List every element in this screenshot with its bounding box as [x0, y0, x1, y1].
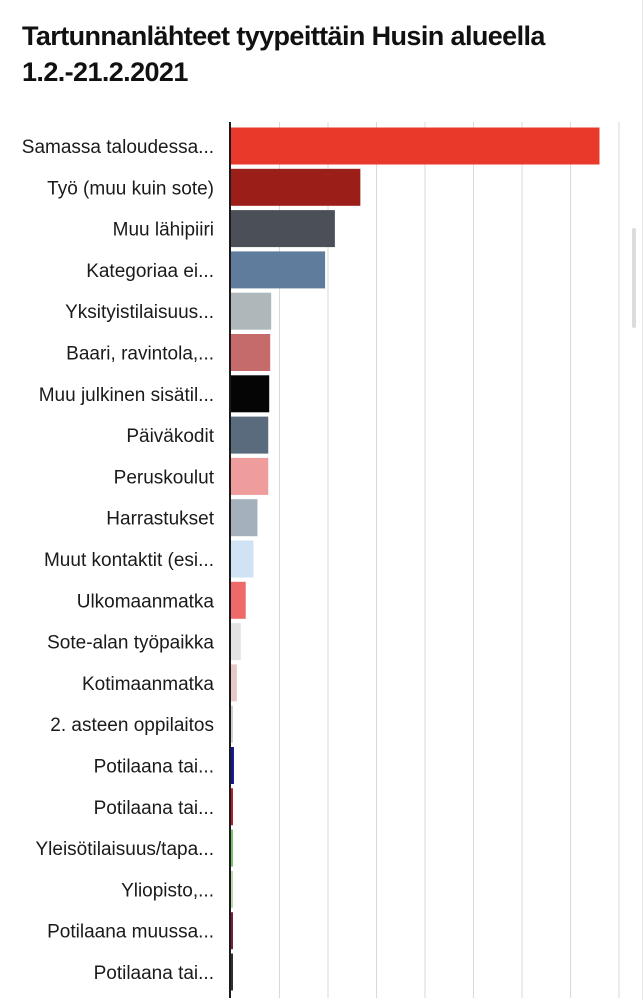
bar: [231, 251, 326, 289]
bar: [231, 912, 233, 950]
category-label: Päiväkodit: [126, 426, 214, 447]
category-label: Muut kontaktit (esi...: [44, 550, 214, 571]
bar: [231, 747, 234, 784]
category-label: Sote-alan työpaikka: [47, 633, 214, 654]
bar: [231, 705, 233, 743]
category-label: Kotimaanmatka: [82, 674, 214, 695]
bar: [231, 953, 233, 991]
bar: [231, 581, 246, 619]
chart-title: Tartunnanlähteet tyypeittäin Husin aluee…: [22, 21, 545, 87]
category-label: Potilaana tai...: [94, 963, 214, 984]
bar: [231, 334, 271, 371]
scrollbar[interactable]: [632, 228, 636, 328]
category-label: Potilaana muussa...: [47, 922, 214, 943]
category-label: Ulkomaanmatka: [77, 591, 215, 612]
category-label: Yksityistilaisuus...: [65, 302, 214, 323]
category-label: Potilaana tai...: [94, 798, 214, 819]
category-label: Muu julkinen sisätil...: [39, 385, 214, 406]
category-label: Peruskoulut: [114, 467, 215, 488]
bar: [231, 623, 241, 661]
category-labels: Samassa taloudessa... Työ (muu kuin sote)…: [22, 137, 215, 984]
bar: [231, 870, 233, 908]
bars: [231, 127, 600, 991]
category-label: Muu lähipiiri: [113, 220, 214, 241]
bar: [231, 788, 233, 826]
category-label: Kategoriaa ei...: [86, 261, 214, 282]
category-label: Potilaana tai...: [94, 757, 214, 778]
category-label: Harrastukset: [106, 509, 214, 530]
bar: [231, 416, 269, 454]
bar: [231, 540, 254, 578]
bar: [231, 457, 269, 495]
category-label: 2. asteen oppilaitos: [50, 715, 214, 736]
gridlines: [279, 122, 620, 998]
bar: [231, 168, 361, 206]
bar: [231, 499, 258, 537]
category-label: Yleisötilaisuus/tapa...: [36, 839, 215, 860]
bar: [231, 210, 335, 248]
bar: [231, 664, 237, 702]
bar: [231, 375, 270, 413]
category-label: Yliopisto,...: [121, 880, 214, 901]
bar: [231, 292, 272, 330]
category-label: Samassa taloudessa...: [22, 137, 214, 158]
bar: [231, 829, 233, 867]
category-label: Baari, ravintola,...: [66, 344, 214, 365]
category-label: Työ (muu kuin sote): [47, 178, 214, 199]
bar: [231, 127, 600, 165]
